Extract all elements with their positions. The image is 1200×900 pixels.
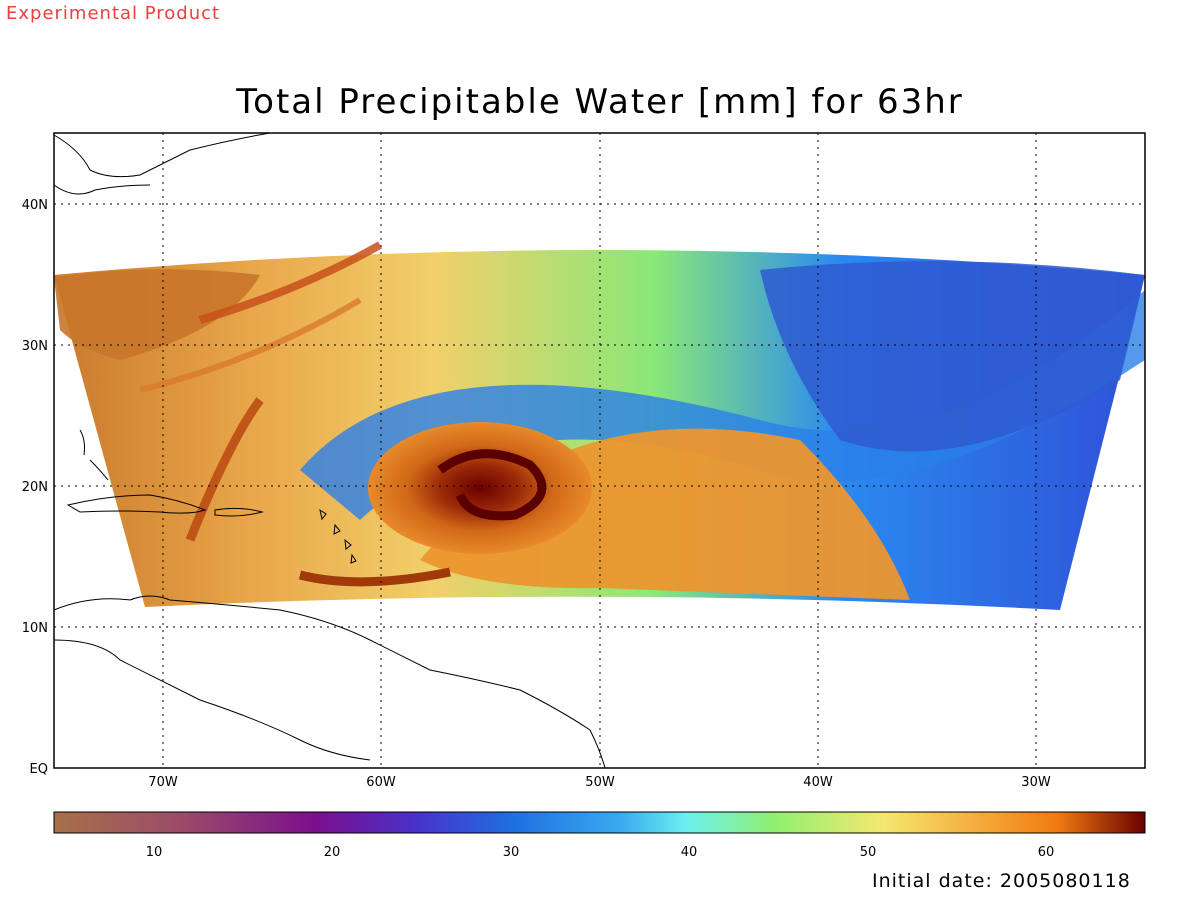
coastline-americas [53, 132, 606, 769]
latitude-axis: 40N 30N 20N 10N EQ [22, 198, 48, 777]
colorbar-ticks: 10 20 30 40 50 60 [146, 845, 1055, 860]
map-title: Total Precipitable Water [mm] for 63hr [236, 82, 964, 122]
dry-region-east [760, 261, 1145, 452]
experimental-product-label: Experimental Product [6, 3, 221, 24]
colorbar [53, 811, 1146, 834]
colorbar-tick-label: 10 [146, 845, 163, 860]
lat-label: 30N [22, 339, 48, 354]
colorbar-tick-label: 30 [503, 845, 520, 860]
map-frame [53, 132, 1146, 769]
hurricane-vortex-icon [368, 422, 592, 554]
dry-air-arc [300, 290, 1145, 520]
lon-label: 30W [1021, 775, 1051, 790]
lat-label: 10N [22, 621, 48, 636]
lat-label: EQ [30, 762, 48, 777]
lon-label: 50W [585, 775, 615, 790]
caribbean-islands [66, 429, 357, 564]
colorbar-tick-label: 60 [1038, 845, 1055, 860]
colorbar-tick-label: 20 [324, 845, 341, 860]
lon-label: 70W [148, 775, 178, 790]
lon-label: 40W [803, 775, 833, 790]
lon-label: 60W [366, 775, 396, 790]
lat-label: 20N [22, 480, 48, 495]
moist-region-northwest [54, 269, 260, 360]
colorbar-tick-label: 40 [681, 845, 698, 860]
colorbar-tick-label: 50 [860, 845, 877, 860]
initial-date-label: Initial date: 2005080118 [872, 870, 1131, 892]
longitude-axis: 70W 60W 50W 40W 30W [148, 775, 1051, 790]
graticule-grid [54, 133, 1145, 768]
lat-label: 40N [22, 198, 48, 213]
